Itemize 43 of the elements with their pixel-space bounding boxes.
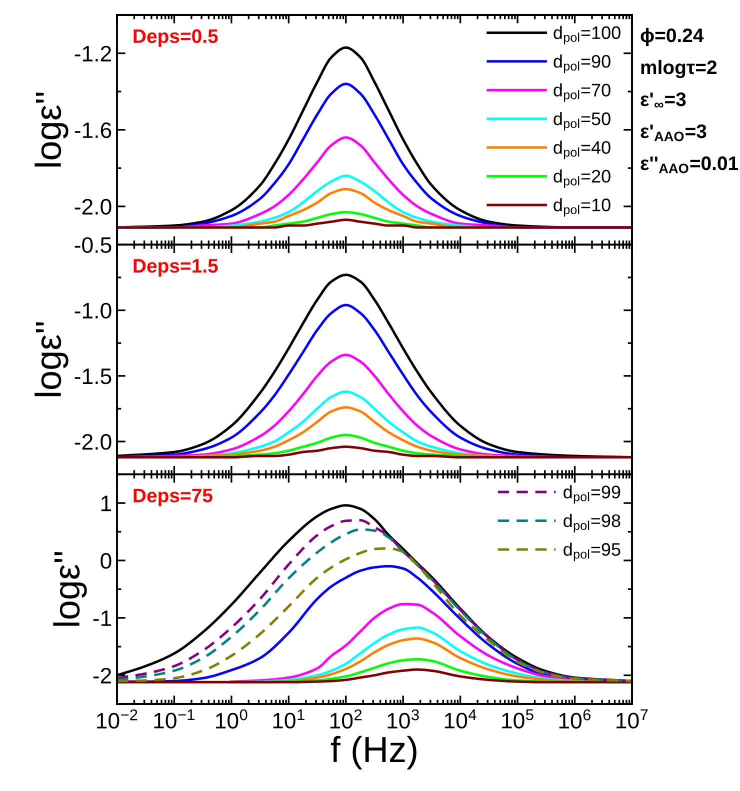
annotation: Deps=75	[134, 488, 212, 506]
x-tick-label: 10$^{4}$	[444, 709, 476, 728]
x-tick-label: 10$^{3}$	[388, 709, 419, 729]
legend-label: d$_{pol}$=10	[554, 198, 610, 217]
legend-label: d$_{pol}$=20	[554, 169, 610, 188]
y-tick-label: -1.2	[74, 46, 112, 62]
text: ε'$_{AAO}$=3	[640, 124, 706, 142]
text: ε'$_{∞}$=3	[640, 92, 686, 108]
legend-label: d$_{pol}$=98	[564, 514, 620, 532]
y-tick-label: -1.6	[74, 122, 112, 138]
legend-label: d$_{pol}$=70	[554, 83, 610, 102]
legend-label: d$_{pol}$=90	[554, 54, 610, 74]
legend-label: d$_{pol}$=50	[554, 112, 610, 131]
y-tick-label: -2.0	[74, 198, 112, 215]
y-axis-title: logε''	[53, 552, 87, 626]
text: mlogτ=2	[641, 60, 717, 78]
x-axis-title: f (Hz)	[330, 736, 416, 770]
x-tick-label: 10$^{−1}$	[154, 709, 194, 728]
y-tick-label: -2.0	[74, 434, 112, 450]
y-tick-label: -0.5	[74, 237, 112, 253]
x-tick-label: 10$^{5}$	[502, 709, 534, 728]
x-tick-label: 10$^{0}$	[216, 709, 248, 729]
y-tick-label: -1	[93, 610, 112, 626]
x-tick-label: 10$^{−2}$	[97, 709, 138, 729]
annotation: Deps=0.5	[134, 29, 218, 47]
x-tick-label: 10$^{1}$	[273, 709, 304, 728]
legend-label: d$_{pol}$=95	[564, 542, 620, 562]
y-axis-title: logε''	[34, 92, 68, 166]
x-tick-label: 10$^{7}$	[616, 709, 648, 728]
legend-label: d$_{pol}$=99	[564, 485, 620, 504]
y-tick-label: -1.5	[74, 368, 112, 384]
y-tick-label: 0	[100, 552, 112, 569]
y-tick-label: -2	[93, 668, 112, 684]
x-tick-label: 10$^{6}$	[559, 709, 591, 729]
text: ϕ=0.24	[640, 28, 704, 46]
text: ε''$_{AAO}$=0.01	[640, 156, 738, 174]
legend-label: d$_{pol}$=40	[554, 140, 610, 160]
annotation: Deps=1.5	[134, 259, 218, 277]
legend-label: d$_{pol}$=100	[554, 26, 620, 44]
y-axis-title: logε''	[34, 322, 68, 396]
y-tick-label: 1	[101, 496, 112, 512]
x-tick-label: 10$^{2}$	[330, 709, 362, 729]
y-tick-label: -1.0	[74, 302, 112, 319]
